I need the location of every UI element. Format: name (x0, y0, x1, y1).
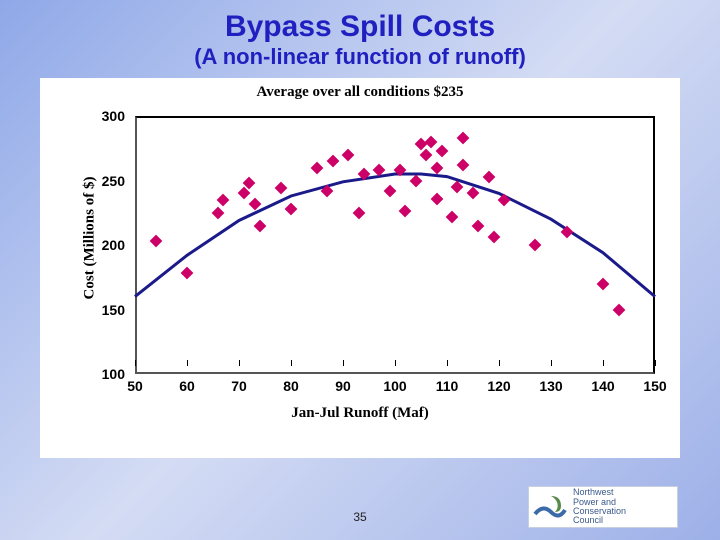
xtick-mark (655, 360, 656, 366)
xtick-mark (135, 360, 136, 366)
ytick-label: 250 (102, 173, 125, 189)
chart-container: Average over all conditions $235 Cost (M… (40, 78, 680, 458)
fit-curve-path (135, 174, 655, 297)
chart-title: Average over all conditions $235 (40, 78, 680, 101)
xtick-label: 110 (436, 378, 459, 394)
fit-curve (135, 116, 655, 374)
logo-line4: Council (573, 516, 626, 525)
logo-mark (533, 490, 567, 524)
xtick-mark (291, 360, 292, 366)
xtick-mark (395, 360, 396, 366)
xtick-label: 130 (539, 378, 562, 394)
xtick-label: 60 (179, 378, 195, 394)
xtick-mark (343, 360, 344, 366)
x-axis-label: Jan-Jul Runoff (Maf) (40, 405, 680, 422)
xtick-label: 120 (487, 378, 510, 394)
y-axis-label: Cost (Millions of $) (82, 177, 99, 300)
xtick-label: 80 (283, 378, 299, 394)
xtick-label: 50 (127, 378, 143, 394)
xtick-label: 140 (591, 378, 614, 394)
ytick-label: 150 (102, 302, 125, 318)
logo-text: Northwest Power and Conservation Council (573, 488, 626, 526)
slide-subtitle: (A non-linear function of runoff) (0, 44, 720, 70)
ytick-label: 200 (102, 237, 125, 253)
xtick-mark (551, 360, 552, 366)
xtick-label: 90 (335, 378, 351, 394)
xtick-mark (239, 360, 240, 366)
xtick-mark (447, 360, 448, 366)
xtick-label: 70 (231, 378, 247, 394)
xtick-mark (499, 360, 500, 366)
slide-title: Bypass Spill Costs (0, 0, 720, 44)
xtick-mark (187, 360, 188, 366)
page-number: 35 (353, 510, 366, 524)
ytick-label: 300 (102, 108, 125, 124)
xtick-mark (603, 360, 604, 366)
xtick-label: 150 (643, 378, 666, 394)
ytick-label: 100 (102, 366, 125, 382)
xtick-label: 100 (383, 378, 406, 394)
npcc-logo: Northwest Power and Conservation Council (528, 486, 678, 528)
plot-area: 100150200250300 506070809010011012013014… (135, 116, 655, 374)
